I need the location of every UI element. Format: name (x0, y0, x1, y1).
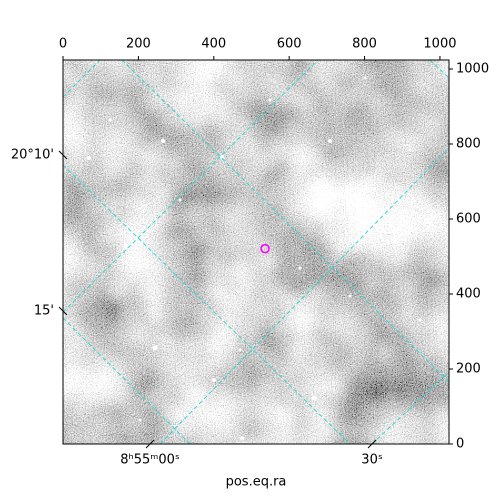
ra-tick (145, 439, 155, 449)
x-tick-label: 600 (277, 37, 302, 52)
y-tick-label: 800 (456, 137, 481, 152)
x-tick-label: 400 (201, 37, 226, 52)
grid-line (63, 60, 101, 98)
x-axis-label: pos.eq.ra (226, 475, 287, 490)
grid-line (371, 371, 449, 444)
y-tick-label: 200 (456, 362, 481, 377)
grid-line (159, 147, 449, 444)
stars (87, 76, 422, 440)
dec-tick-label: 20°10' (11, 148, 54, 163)
grid-line (429, 60, 449, 79)
x-tick-label: 200 (126, 37, 151, 52)
y-tick-label: 0 (456, 437, 464, 452)
sky-image (63, 60, 449, 444)
y-tick-label: 1000 (456, 62, 489, 77)
ra-tick-label: 30ˢ (361, 453, 383, 468)
y-tick-label: 400 (456, 287, 481, 302)
ra-tick (367, 439, 377, 449)
coordinate-grid (63, 60, 449, 444)
image-noise (63, 60, 449, 444)
x-tick-label: 1000 (423, 37, 456, 52)
dec-tick (58, 150, 68, 160)
dec-tick (58, 306, 68, 316)
grid-line (63, 164, 351, 444)
grid-line (63, 317, 191, 444)
x-tick-label: 800 (352, 37, 377, 52)
y-tick-label: 600 (456, 212, 481, 227)
ra-tick-label: 8ʰ55ᵐ00ˢ (120, 453, 180, 468)
grid-line (63, 60, 319, 313)
target-marker (260, 243, 270, 254)
dec-tick-label: 15' (34, 304, 54, 319)
x-tick-label: 0 (59, 37, 67, 52)
axes-frame (62, 59, 450, 445)
